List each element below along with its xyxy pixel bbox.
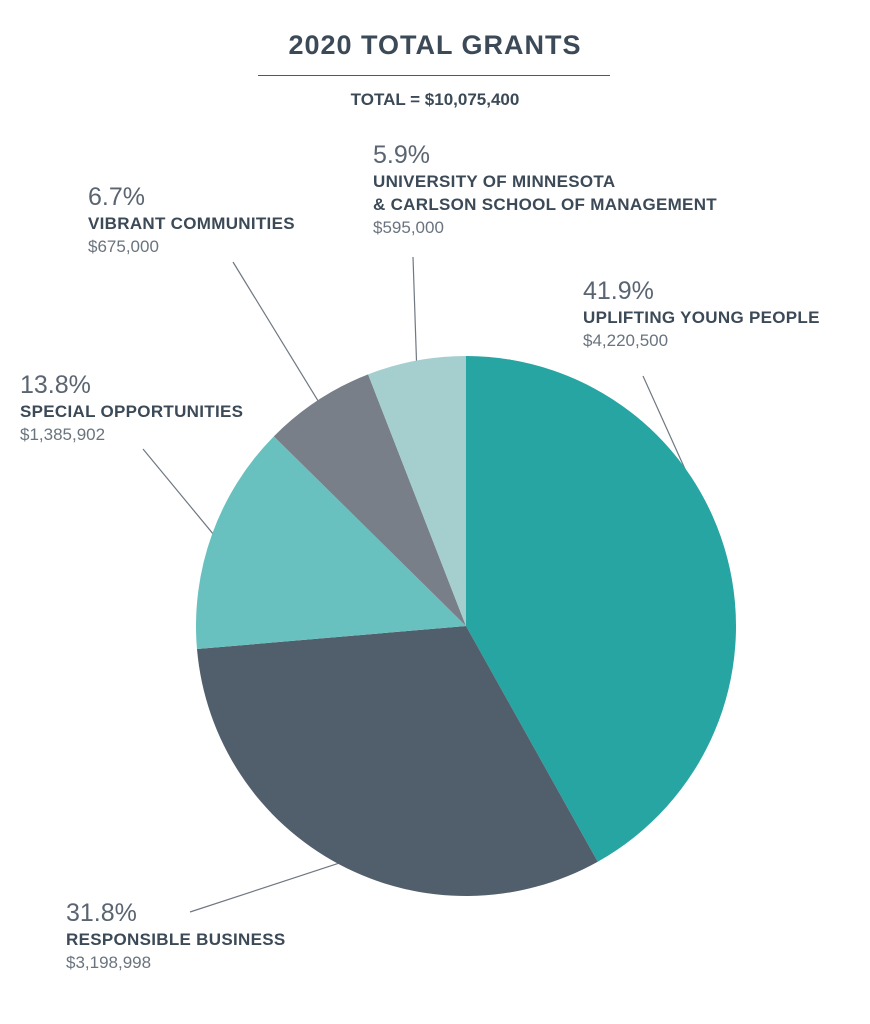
slice-name: RESPONSIBLE BUSINESS xyxy=(66,930,286,949)
pie-slice-university-of-minnesota xyxy=(368,356,466,626)
slice-name-line-2: & CARLSON SCHOOL OF MANAGEMENT xyxy=(373,195,717,214)
slice-label-vibrant-communities: 6.7% VIBRANT COMMUNITIES $675,000 xyxy=(88,182,295,259)
title-divider xyxy=(258,75,610,76)
total-label: TOTAL = $10,075,400 xyxy=(350,90,520,109)
slice-label-special-opportunities: 13.8% SPECIAL OPPORTUNITIES $1,385,902 xyxy=(20,370,243,447)
pie-slices xyxy=(196,356,736,896)
leader-line-university-of-minnesota xyxy=(412,256,418,363)
leader-line-responsible-business xyxy=(189,862,341,913)
slice-name: VIBRANT COMMUNITIES xyxy=(88,214,295,233)
slice-name: UPLIFTING YOUNG PEOPLE xyxy=(583,308,820,327)
slice-label-university-of-minnesota: 5.9% UNIVERSITY OF MINNESOTA & CARLSON S… xyxy=(373,140,717,240)
slice-percent: 41.9% xyxy=(583,277,654,305)
slice-percent: 5.9% xyxy=(373,141,430,169)
pie-slice-vibrant-communities xyxy=(273,374,466,626)
slice-amount: $3,198,998 xyxy=(66,953,152,972)
slice-amount: $1,385,902 xyxy=(20,425,106,444)
slice-name: SPECIAL OPPORTUNITIES xyxy=(20,402,244,421)
chart-title: 2020 TOTAL GRANTS xyxy=(288,30,582,60)
slice-label-responsible-business: 31.8% RESPONSIBLE BUSINESS $3,198,998 xyxy=(66,898,286,975)
slice-amount: $4,220,500 xyxy=(583,331,669,350)
pie-slice-responsible-business xyxy=(196,626,598,896)
slice-amount: $595,000 xyxy=(373,218,444,237)
leader-line-vibrant-communities xyxy=(232,261,320,403)
pie-slice-special-opportunities xyxy=(196,436,467,650)
slice-amount: $675,000 xyxy=(88,237,159,256)
slice-percent: 13.8% xyxy=(20,371,91,399)
pie-slice-uplifting-young-people xyxy=(466,356,736,862)
leader-line-special-opportunities xyxy=(142,448,215,536)
slice-label-uplifting-young-people: 41.9% UPLIFTING YOUNG PEOPLE $4,220,500 xyxy=(583,276,820,353)
slice-percent: 6.7% xyxy=(88,183,145,211)
slice-percent: 31.8% xyxy=(66,899,137,927)
slice-name-line-1: UNIVERSITY OF MINNESOTA xyxy=(373,172,616,191)
